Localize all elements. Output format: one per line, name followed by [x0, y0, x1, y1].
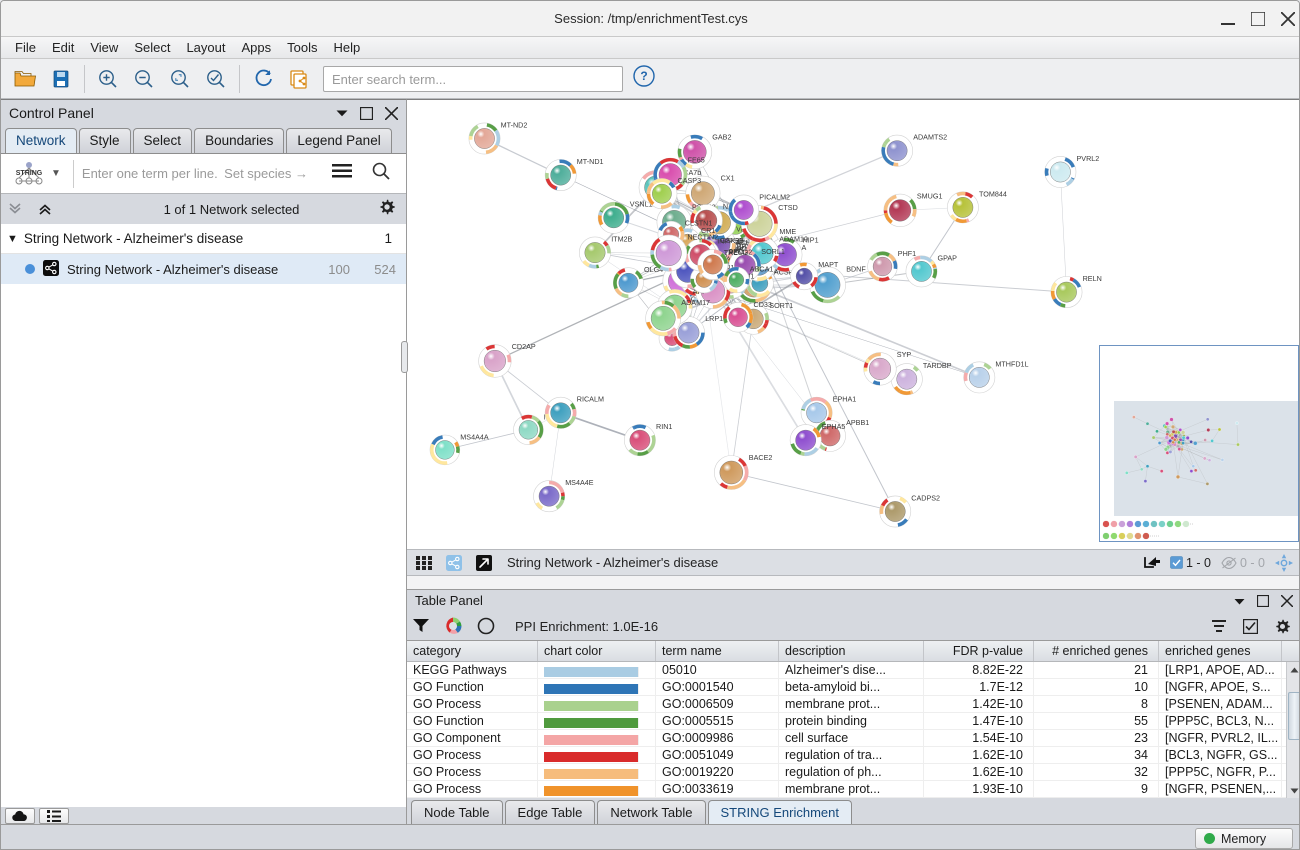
svg-text:MS4A4E: MS4A4E — [565, 478, 594, 487]
svg-text:LRP1: LRP1 — [705, 314, 723, 323]
svg-text:PVRL2: PVRL2 — [1077, 154, 1100, 163]
svg-text:GPAP: GPAP — [938, 253, 958, 262]
svg-text:CD33: CD33 — [754, 300, 772, 309]
svg-text:INPP5D: INPP5D — [717, 236, 743, 245]
svg-text:SORT1: SORT1 — [769, 301, 793, 310]
svg-text:STRING: STRING — [16, 170, 43, 177]
svg-text:?: ? — [640, 69, 647, 83]
svg-text:CASP3: CASP3 — [678, 176, 702, 185]
svg-text:EPHA1: EPHA1 — [833, 395, 857, 404]
svg-text:MTHFD1L: MTHFD1L — [995, 359, 1028, 368]
svg-text:EPHA5: EPHA5 — [822, 422, 846, 431]
svg-text:RIN1: RIN1 — [656, 422, 672, 431]
svg-text:ABCA1: ABCA1 — [750, 265, 774, 274]
svg-text:PICALM2: PICALM2 — [759, 192, 790, 201]
svg-text:TOM844: TOM844 — [979, 189, 1007, 198]
svg-text:CTSD: CTSD — [778, 203, 798, 212]
svg-text:ADAMTS2: ADAMTS2 — [913, 133, 947, 142]
svg-text:CLSTN1: CLSTN1 — [685, 219, 713, 228]
svg-text:NECTIN2: NECTIN2 — [687, 232, 718, 241]
svg-text:MS4A4A: MS4A4A — [460, 433, 489, 442]
svg-text:SORL1: SORL1 — [761, 247, 785, 256]
svg-text:CADPS2: CADPS2 — [911, 493, 940, 502]
svg-text:CX1: CX1 — [721, 174, 735, 183]
svg-text:MT-ND2: MT-ND2 — [501, 121, 528, 130]
svg-text:ADAM10: ADAM10 — [779, 235, 808, 244]
svg-text:ADAM17: ADAM17 — [681, 298, 710, 307]
svg-text:TARDBP: TARDBP — [923, 361, 952, 370]
svg-text:BDNF: BDNF — [846, 264, 866, 273]
svg-text:ITM2B: ITM2B — [611, 234, 632, 243]
svg-text:SMUG1: SMUG1 — [917, 192, 943, 201]
svg-text:BACE2: BACE2 — [749, 453, 773, 462]
svg-text:RICALM: RICALM — [577, 395, 604, 404]
svg-text:MT-ND1: MT-ND1 — [577, 157, 604, 166]
svg-text:FE65: FE65 — [688, 155, 705, 164]
svg-text:APBB1: APBB1 — [846, 418, 869, 427]
svg-text:GAB2: GAB2 — [712, 132, 731, 141]
svg-text:SPI1: SPI1 — [728, 247, 744, 256]
svg-text:CD2AP: CD2AP — [512, 342, 536, 351]
svg-text:SYP: SYP — [897, 350, 912, 359]
svg-text:PHF1: PHF1 — [898, 249, 916, 258]
svg-text:MAPT: MAPT — [818, 260, 839, 269]
svg-text:RELN: RELN — [1083, 274, 1102, 283]
